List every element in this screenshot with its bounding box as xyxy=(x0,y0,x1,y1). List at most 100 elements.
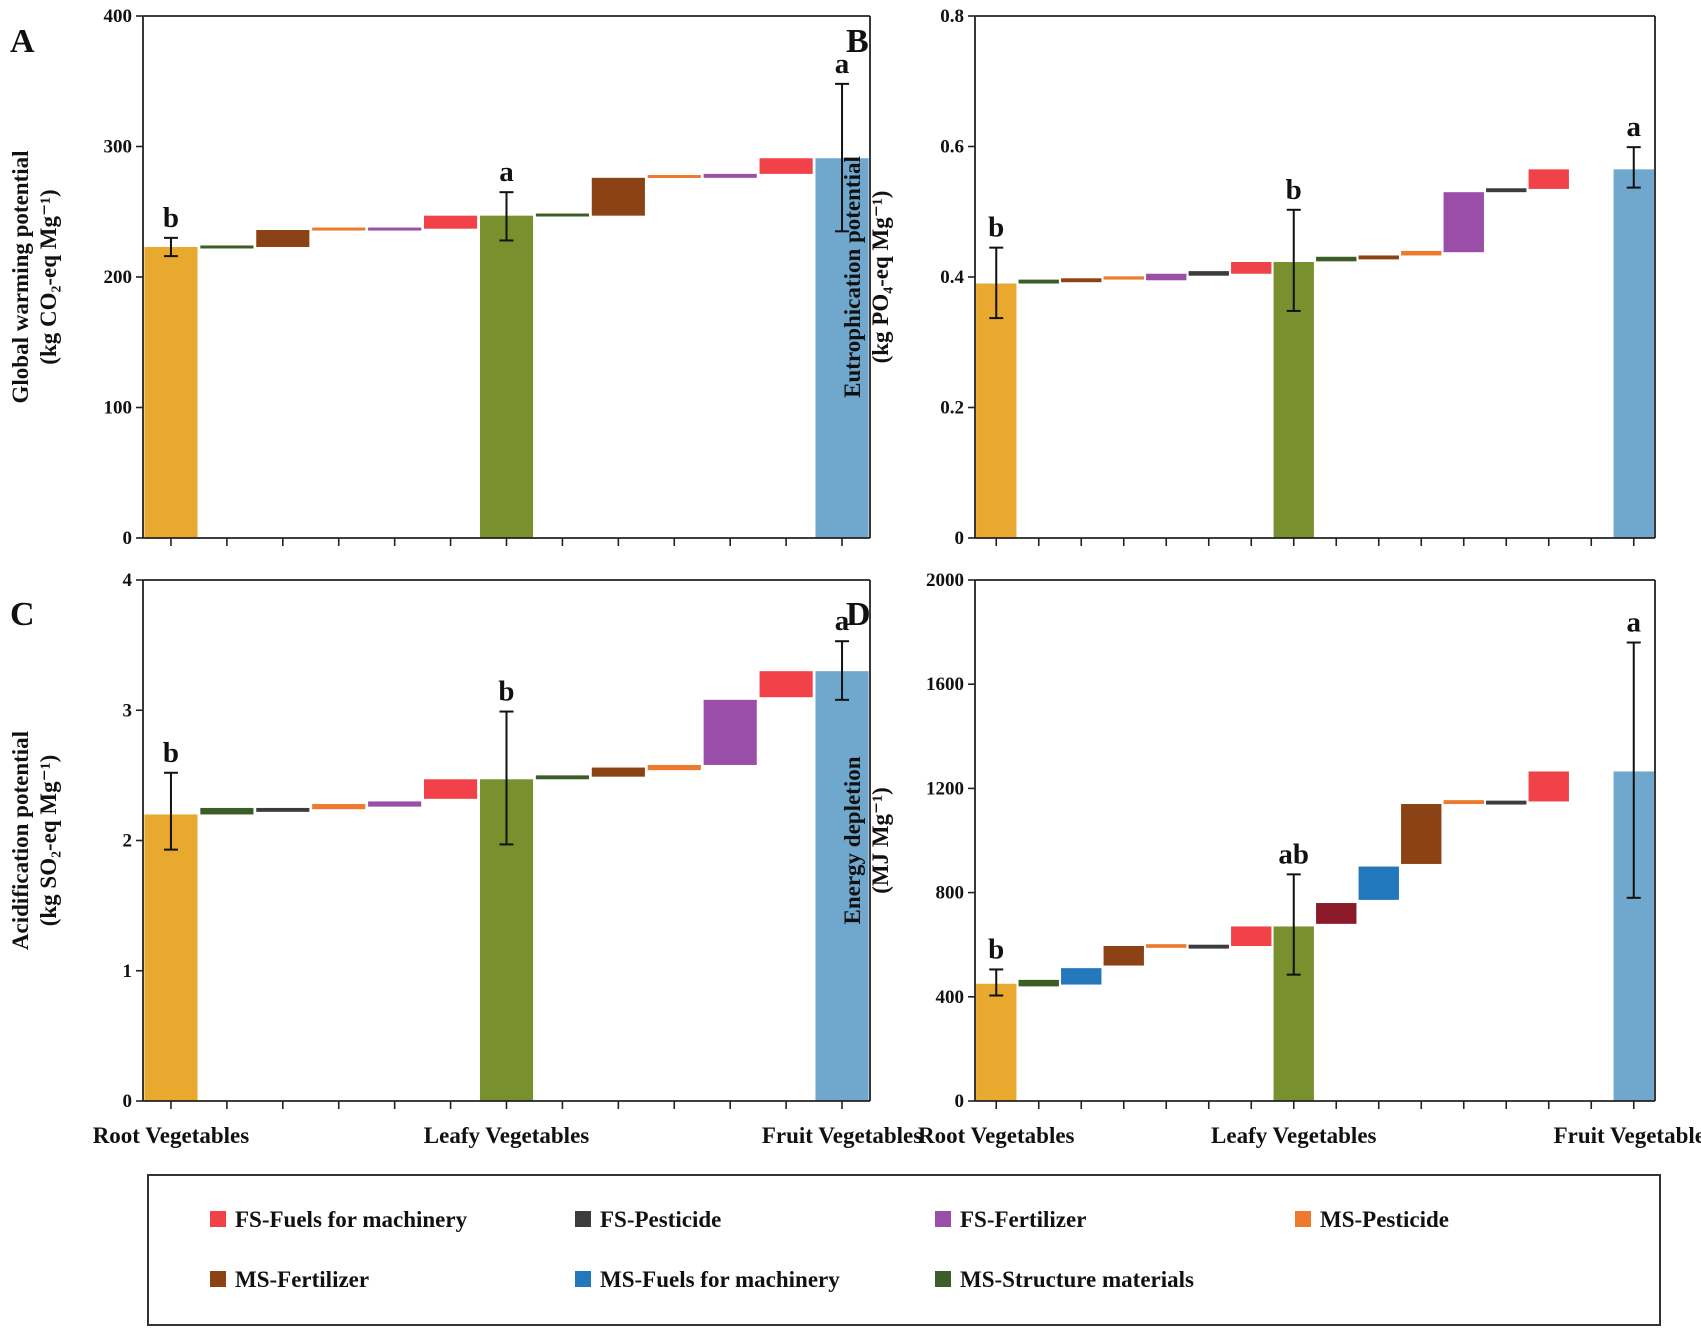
step-bar-ms-fuel xyxy=(1061,968,1102,985)
x-category-label-fruit: Fruit Vegetables xyxy=(1554,1123,1701,1148)
total-bar-root xyxy=(144,246,198,539)
significance-label-leafy: b xyxy=(498,676,514,708)
step-bar-ms-pest xyxy=(1443,800,1484,805)
legend-frame xyxy=(147,1174,1661,1326)
significance-label-leafy: b xyxy=(1286,174,1302,206)
total-bar-fruit xyxy=(815,671,869,1101)
legend-label-fs-pest: FS-Pesticide xyxy=(600,1207,721,1232)
step-bar-ms-pest xyxy=(312,804,366,810)
panel-a: A Global warming potential (kg CO₂-eq Mg⁻¹… xyxy=(8,6,871,549)
significance-label-fruit: a xyxy=(1627,111,1642,143)
legend-label-fs-fert: FS-Fertilizer xyxy=(960,1207,1086,1232)
legend-swatch-ms-pest xyxy=(1295,1211,1311,1227)
y-axis-title-b: Eutrophication potential (kg PO₄-eq Mg⁻¹) xyxy=(840,156,893,398)
step-bar-ms-fert xyxy=(1061,278,1102,283)
panel-c: C Acidification potential (kg SO₂-eq Mg⁻¹)… xyxy=(8,570,922,1148)
step-bar-fs-fert xyxy=(368,801,422,807)
y-axis-title-c: Acidification potential (kg SO₂-eq Mg⁻¹) xyxy=(8,731,61,950)
legend-swatch-fs-fuel xyxy=(210,1211,226,1227)
legend-swatch-ms-fert xyxy=(210,1271,226,1287)
y-axis-title-line2-c: (kg SO₂-eq Mg⁻¹) xyxy=(36,755,61,927)
y-tick-label-b: 0.4 xyxy=(940,267,964,288)
legend-swatch-fs-fert xyxy=(935,1211,951,1227)
x-category-label-root: Root Vegetables xyxy=(93,1123,250,1148)
step-bar-fs-fuel xyxy=(1231,261,1272,274)
panels: A Global warming potential (kg CO₂-eq Mg⁻¹… xyxy=(8,6,1701,1148)
step-bar-fs-fuel xyxy=(1231,926,1272,947)
significance-label-fruit: a xyxy=(1627,607,1642,639)
y-tick-label-c: 3 xyxy=(123,700,133,721)
y-tick-label-c: 1 xyxy=(123,961,133,982)
legend-label-fs-fuel: FS-Fuels for machinery xyxy=(235,1207,468,1232)
total-bar-fruit xyxy=(1613,169,1654,538)
legend-swatch-ms-fuel xyxy=(575,1271,591,1287)
panel-letter-a: A xyxy=(10,23,35,60)
significance-label-fruit: a xyxy=(835,48,850,80)
step-bar-fs-fert xyxy=(1146,273,1187,281)
legend-label-ms-struct: MS-Structure materials xyxy=(960,1267,1194,1292)
y-tick-label-a: 100 xyxy=(104,398,133,419)
y-tick-label-d: 0 xyxy=(955,1091,965,1112)
step-bar-fs-pest xyxy=(1188,271,1229,276)
step-bar-fs-fuel xyxy=(759,158,813,174)
step-bar-fs-fuel xyxy=(759,671,813,698)
significance-label-root: b xyxy=(988,212,1004,244)
legend-swatch-fs-pest xyxy=(575,1211,591,1227)
y-tick-label-d: 800 xyxy=(936,883,965,904)
step-bar-ms-struct xyxy=(1316,256,1357,262)
step-bar-fs-fuel xyxy=(424,779,478,799)
step-bar-fs-fert xyxy=(368,227,422,231)
y-tick-label-b: 0.2 xyxy=(940,398,964,419)
step-bar-ms-pest xyxy=(647,764,701,771)
step-bar-fs-fuel xyxy=(1528,169,1569,189)
significance-label-root: b xyxy=(163,202,179,234)
y-axis-title-line1-d: Energy depletion xyxy=(840,756,865,924)
step-bar-ms-fert xyxy=(256,230,310,247)
y-axis-title-line1-c: Acidification potential xyxy=(8,731,33,950)
y-tick-label-a: 300 xyxy=(104,137,133,158)
significance-label-fruit: a xyxy=(835,605,850,637)
x-category-label-leafy: Leafy Vegetables xyxy=(1211,1123,1377,1148)
step-bar-fs-fuel xyxy=(1528,771,1569,802)
y-tick-label-b: 0.6 xyxy=(940,137,964,158)
y-axis-title-line1-a: Global warming potential xyxy=(8,150,33,403)
step-bar-fs-fert xyxy=(1443,192,1484,253)
y-tick-label-d: 2000 xyxy=(926,570,964,591)
y-tick-label-b: 0.8 xyxy=(940,6,964,27)
y-axis-title-d: Energy depletion (MJ Mg⁻¹) xyxy=(840,756,893,924)
y-tick-label-c: 4 xyxy=(123,570,133,591)
step-bar-ms-fert xyxy=(1103,946,1144,966)
total-bar-root xyxy=(976,283,1017,538)
y-tick-label-a: 0 xyxy=(123,528,133,549)
step-bar-ms-fuel xyxy=(1358,866,1399,900)
total-bar-root xyxy=(976,983,1017,1101)
total-bar-root xyxy=(144,814,198,1101)
x-category-label-leafy: Leafy Vegetables xyxy=(424,1123,590,1148)
step-bar-ms-fert xyxy=(591,767,645,777)
step-bar-ms-struct xyxy=(200,807,254,815)
step-bar-ms-pest xyxy=(312,227,366,231)
y-tick-label-d: 1600 xyxy=(926,674,964,695)
y-tick-label-a: 200 xyxy=(104,267,133,288)
total-bar-leafy xyxy=(479,215,534,539)
legend-label-ms-fert: MS-Fertilizer xyxy=(235,1267,369,1292)
panel-letter-c: C xyxy=(10,596,35,633)
step-bar-ms-pest xyxy=(1103,276,1144,280)
step-bar-fs-fert xyxy=(703,173,757,178)
significance-label-root: b xyxy=(988,933,1004,965)
step-bar-ms-struct xyxy=(1018,979,1059,987)
significance-label-leafy: a xyxy=(499,156,514,188)
panel-letter-d: D xyxy=(846,596,871,633)
step-bar-ms-pest xyxy=(1146,944,1187,948)
step-bar-fs-pest xyxy=(1486,800,1527,805)
y-tick-label-c: 2 xyxy=(123,831,133,852)
legend: FS-Fuels for machinery FS-Pesticide FS-Fer… xyxy=(147,1174,1661,1326)
y-axis-title-line1-b: Eutrophication potential xyxy=(840,156,865,398)
legend-label-ms-fuel: MS-Fuels for machinery xyxy=(600,1267,840,1292)
x-category-label-fruit: Fruit Vegetables xyxy=(762,1123,922,1148)
step-bar-d-extra xyxy=(1316,903,1357,924)
step-bar-ms-struct xyxy=(1018,279,1059,284)
step-bar-ms-struct xyxy=(200,245,254,249)
y-axis-title-a: Global warming potential (kg CO₂-eq Mg⁻¹) xyxy=(8,150,61,403)
